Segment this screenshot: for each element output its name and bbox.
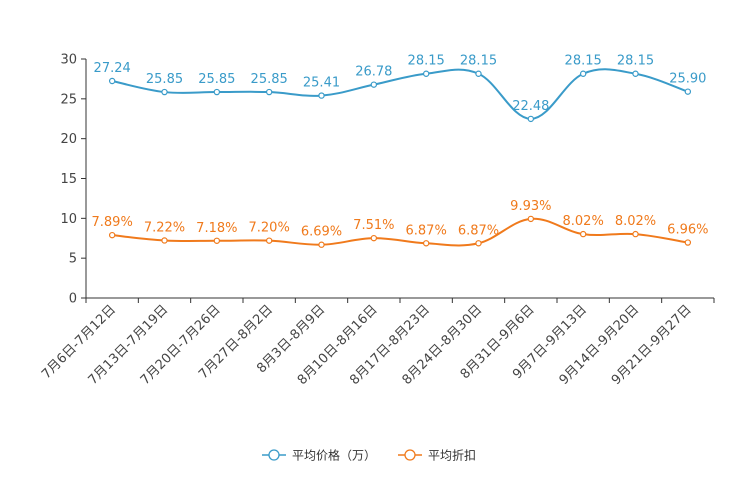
- legend-label: 平均折扣: [428, 448, 476, 463]
- data-point: [579, 70, 587, 77]
- legend-label: 平均价格（万）: [292, 448, 376, 463]
- data-label: 25.85: [251, 72, 288, 87]
- legend-marker-icon: [268, 449, 280, 461]
- data-point: [318, 92, 325, 99]
- data-label: 8.02%: [615, 214, 656, 229]
- data-point: [527, 115, 535, 123]
- data-point: [108, 77, 116, 85]
- data-point: [632, 230, 639, 238]
- data-label: 28.15: [408, 54, 445, 69]
- data-point: [161, 88, 168, 96]
- y-tick-label: 25: [60, 92, 77, 107]
- data-label: 28.15: [617, 54, 654, 69]
- data-label: 7.18%: [196, 221, 237, 236]
- data-label: 9.93%: [510, 199, 551, 214]
- data-point: [370, 81, 378, 88]
- data-label: 6.96%: [667, 223, 708, 238]
- series-line-1: [112, 217, 688, 247]
- data-label: 6.69%: [301, 225, 342, 240]
- data-point: [213, 237, 221, 244]
- data-point: [108, 231, 116, 239]
- series-0: 27.24 25.85 25.85 25.85 25.41 26.78 28.15 28.15…: [94, 54, 706, 123]
- legend-marker-icon: [404, 449, 416, 461]
- data-point: [579, 230, 587, 238]
- data-label: 26.78: [355, 65, 392, 80]
- y-tick-label: 20: [60, 132, 77, 147]
- legend[interactable]: 平均价格（万） 平均折扣: [262, 448, 476, 463]
- data-label: 6.87%: [458, 223, 499, 238]
- data-point: [527, 215, 535, 223]
- data-label: 7.20%: [249, 221, 290, 236]
- data-point: [475, 240, 482, 247]
- y-tick-label: 0: [69, 292, 77, 307]
- legend-item-1[interactable]: 平均折扣: [398, 448, 476, 463]
- data-label: 25.85: [198, 72, 235, 87]
- data-label: 25.90: [669, 72, 706, 87]
- series-1: 7.89% 7.22% 7.18% 7.20% 6.69% 7.51% 6.87% 6.87%…: [92, 199, 708, 248]
- data-point: [422, 70, 430, 77]
- y-tick-label: 10: [60, 212, 77, 227]
- data-point: [265, 237, 273, 244]
- data-point: [684, 88, 692, 95]
- data-label: 25.85: [146, 72, 183, 87]
- data-point: [265, 88, 273, 96]
- data-label: 25.41: [303, 76, 340, 91]
- data-point: [161, 237, 168, 244]
- data-point: [684, 239, 692, 246]
- data-point: [213, 88, 221, 96]
- data-label: 7.51%: [353, 218, 394, 233]
- data-point: [422, 240, 430, 247]
- y-tick-label: 5: [69, 252, 77, 267]
- data-label: 28.15: [460, 54, 497, 69]
- series-layer: 27.24 25.85 25.85 25.85 25.41 26.78 28.15 28.15…: [92, 54, 708, 248]
- data-point: [370, 234, 378, 242]
- data-label: 6.87%: [406, 223, 447, 238]
- data-label: 28.15: [565, 54, 602, 69]
- data-label: 27.24: [94, 61, 131, 76]
- data-point: [475, 70, 482, 77]
- data-point: [632, 70, 639, 77]
- data-label: 8.02%: [563, 214, 604, 229]
- data-label: 7.22%: [144, 220, 185, 235]
- y-tick-label: 15: [60, 172, 77, 187]
- data-label: 22.48: [512, 99, 549, 114]
- legend-item-0[interactable]: 平均价格（万）: [262, 448, 376, 463]
- data-point: [318, 241, 325, 248]
- data-label: 7.89%: [92, 215, 133, 230]
- y-tick-label: 30: [60, 53, 77, 68]
